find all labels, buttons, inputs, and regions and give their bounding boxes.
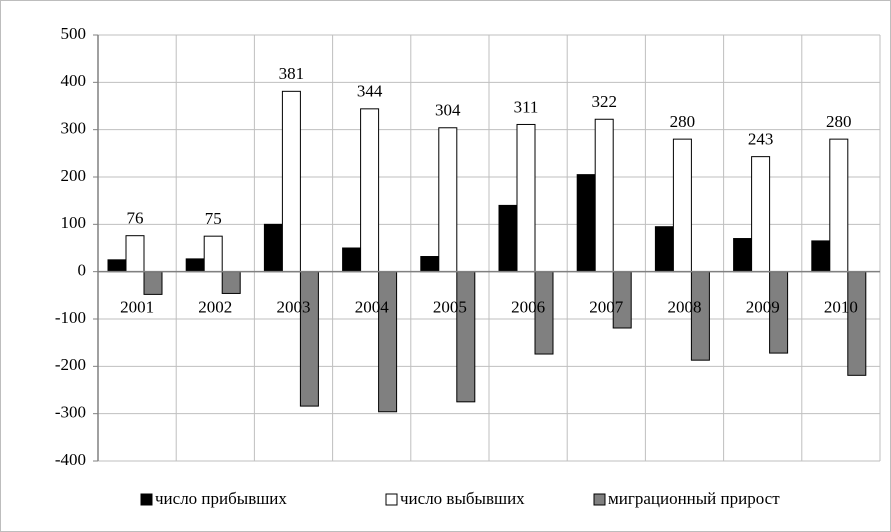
bar <box>672 138 692 273</box>
y-tick-label: 500 <box>61 24 87 43</box>
bar <box>107 259 127 273</box>
legend-swatch <box>385 493 398 506</box>
bar <box>733 238 753 273</box>
bar <box>456 271 476 403</box>
data-label: 311 <box>514 97 539 116</box>
legend-swatch <box>593 493 606 506</box>
bar <box>360 108 380 273</box>
bar <box>420 256 440 273</box>
data-label: 280 <box>670 112 696 131</box>
legend-swatch <box>140 493 153 506</box>
data-label: 344 <box>357 82 383 101</box>
bar <box>811 240 831 273</box>
bar <box>221 271 241 294</box>
bar <box>751 156 771 273</box>
bar <box>263 223 283 273</box>
bar <box>516 123 536 273</box>
x-tick-label: 2007 <box>589 298 624 317</box>
data-label: 280 <box>826 112 852 131</box>
data-label: 243 <box>748 130 774 149</box>
bar <box>654 226 674 273</box>
y-tick-label: 300 <box>61 119 87 138</box>
x-tick-label: 2010 <box>824 298 858 317</box>
bar <box>438 127 458 273</box>
y-tick-label: 100 <box>61 213 87 232</box>
data-label: 75 <box>205 209 222 228</box>
data-label: 381 <box>279 64 305 83</box>
legend-label: число прибывших <box>155 489 287 508</box>
bar <box>847 271 867 376</box>
x-tick-label: 2008 <box>668 298 702 317</box>
y-tick-label: -100 <box>55 308 86 327</box>
x-tick-label: 2005 <box>433 298 467 317</box>
bar <box>185 258 205 273</box>
bar <box>299 271 319 407</box>
y-tick-label: -400 <box>55 450 86 469</box>
x-tick-label: 2002 <box>198 298 232 317</box>
data-label: 304 <box>435 101 461 120</box>
x-tick-label: 2004 <box>355 298 390 317</box>
y-tick-label: 200 <box>61 166 87 185</box>
bar <box>378 271 398 413</box>
data-label: 76 <box>127 209 144 228</box>
bar <box>143 271 163 295</box>
bar <box>125 235 145 273</box>
data-label: 322 <box>591 92 617 111</box>
y-tick-label: 400 <box>61 71 87 90</box>
x-tick-label: 2009 <box>746 298 780 317</box>
y-tick-label: -300 <box>55 403 86 422</box>
x-tick-label: 2001 <box>120 298 154 317</box>
x-tick-label: 2006 <box>511 298 545 317</box>
y-tick-label: -200 <box>55 355 86 374</box>
x-tick-label: 2003 <box>277 298 311 317</box>
bar <box>281 90 301 273</box>
bar <box>342 247 362 273</box>
bar <box>203 235 223 273</box>
bar <box>829 138 849 273</box>
y-tick-label: 0 <box>78 261 87 280</box>
legend-label: миграционный прирост <box>608 489 780 508</box>
bar <box>594 118 614 273</box>
bar <box>576 174 596 273</box>
bar <box>498 204 518 273</box>
legend-label: число выбывших <box>400 489 525 508</box>
